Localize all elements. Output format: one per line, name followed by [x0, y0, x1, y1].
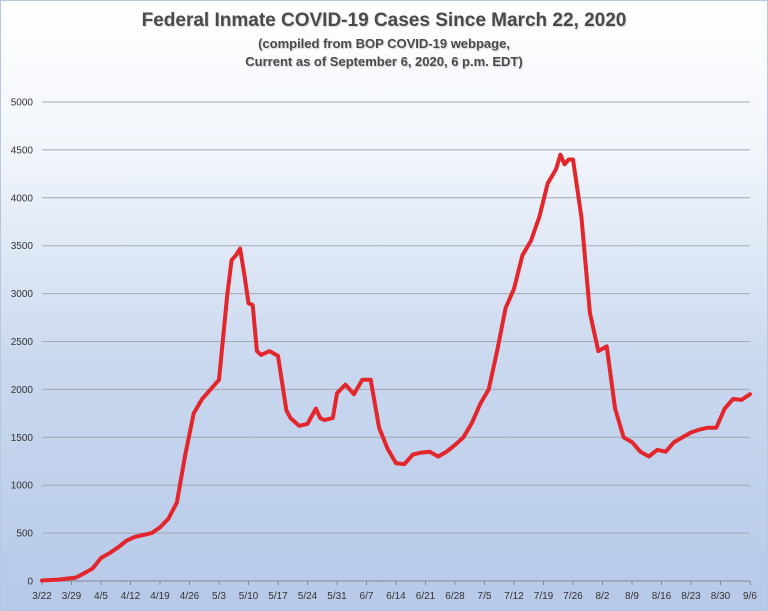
gridlines: [42, 101, 750, 582]
y-tick-label: 4500: [11, 145, 34, 156]
y-tick-label: 2500: [11, 337, 34, 348]
x-tick-label: 8/2: [596, 591, 610, 602]
x-tick-label: 8/9: [625, 591, 639, 602]
y-tick-label: 500: [16, 529, 33, 540]
x-tick-label: 4/26: [180, 591, 200, 602]
y-tick-label: 5000: [11, 98, 34, 109]
chart-subtitle-line-1: (compiled from BOP COVID-19 webpage,: [258, 36, 510, 51]
x-tick-label: 9/6: [743, 591, 757, 602]
x-tick-label: 6/21: [416, 591, 436, 602]
x-tick-label: 6/14: [386, 591, 406, 602]
x-tick-label: 5/31: [327, 591, 347, 602]
series-line-0: [40, 152, 752, 583]
x-tick-label: 6/28: [445, 591, 465, 602]
x-tick-label: 8/30: [711, 591, 731, 602]
x-tick-label: 5/24: [298, 591, 318, 602]
x-tick-label: 5/10: [239, 591, 259, 602]
x-tick-label: 8/23: [681, 591, 701, 602]
y-axis-labels: 0 500 1000 1500 2000 2500 3000 3500 4000 4500 5000: [11, 98, 34, 588]
x-axis-labels: 3/22 3/29 4/5 4/12 4/19 4/26 5/3 5/10 5/17 5/24 5/…: [32, 581, 757, 602]
x-tick-label: 7/12: [504, 591, 524, 602]
x-tick-label: 7/19: [534, 591, 554, 602]
chart-subtitle-line-2: Current as of September 6, 2020, 6 p.m. …: [245, 54, 523, 69]
x-tick-label: 3/22: [32, 591, 52, 602]
y-tick-label: 1000: [11, 481, 34, 492]
y-tick-label: 3000: [11, 289, 34, 300]
y-tick-label: 4000: [11, 193, 34, 204]
chart-title: Federal Inmate COVID-19 Cases Since Marc…: [141, 10, 627, 31]
x-tick-label: 4/19: [150, 591, 170, 602]
x-tick-label: 7/26: [563, 591, 583, 602]
x-tick-label: 8/16: [652, 591, 672, 602]
y-tick-label: 1500: [11, 433, 34, 444]
x-tick-label: 7/5: [478, 591, 492, 602]
plot-area: [40, 152, 752, 583]
x-tick-label: 5/17: [268, 591, 288, 602]
y-tick-label: 2000: [11, 385, 34, 396]
x-tick-label: 5/3: [212, 591, 226, 602]
x-tick-label: 3/29: [62, 591, 82, 602]
y-tick-label: 0: [27, 577, 33, 588]
y-tick-label: 3500: [11, 241, 34, 252]
x-tick-label: 6/7: [360, 591, 374, 602]
x-tick-label: 4/12: [121, 591, 141, 602]
x-tick-label: 4/5: [94, 591, 108, 602]
